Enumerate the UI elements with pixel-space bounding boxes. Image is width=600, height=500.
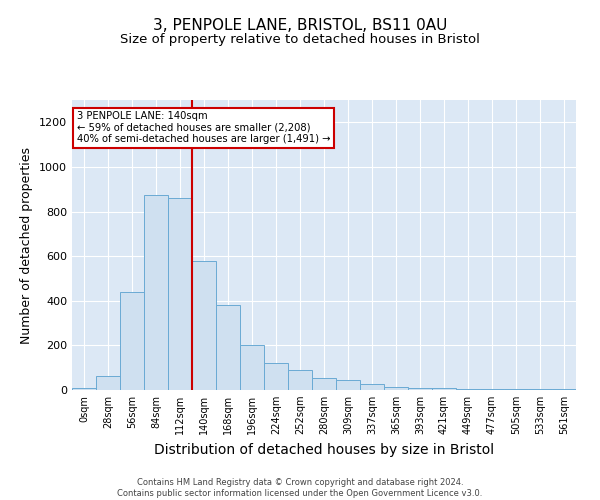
- Bar: [408, 388, 432, 390]
- Text: 3, PENPOLE LANE, BRISTOL, BS11 0AU: 3, PENPOLE LANE, BRISTOL, BS11 0AU: [153, 18, 447, 32]
- Bar: [336, 380, 360, 390]
- Bar: [456, 389, 480, 390]
- Bar: [120, 292, 144, 390]
- Bar: [192, 260, 216, 390]
- Bar: [240, 346, 264, 390]
- Bar: [264, 363, 288, 390]
- Y-axis label: Number of detached properties: Number of detached properties: [20, 146, 34, 344]
- Text: Size of property relative to detached houses in Bristol: Size of property relative to detached ho…: [120, 32, 480, 46]
- Bar: [312, 378, 336, 390]
- Bar: [216, 305, 240, 390]
- Bar: [384, 386, 408, 390]
- X-axis label: Distribution of detached houses by size in Bristol: Distribution of detached houses by size …: [154, 442, 494, 456]
- Text: Contains HM Land Registry data © Crown copyright and database right 2024.
Contai: Contains HM Land Registry data © Crown c…: [118, 478, 482, 498]
- Bar: [72, 388, 96, 390]
- Bar: [360, 384, 384, 390]
- Bar: [168, 198, 192, 390]
- Text: 3 PENPOLE LANE: 140sqm
← 59% of detached houses are smaller (2,208)
40% of semi-: 3 PENPOLE LANE: 140sqm ← 59% of detached…: [77, 111, 331, 144]
- Bar: [96, 376, 120, 390]
- Bar: [288, 370, 312, 390]
- Bar: [432, 388, 456, 390]
- Bar: [480, 389, 504, 390]
- Bar: [144, 195, 168, 390]
